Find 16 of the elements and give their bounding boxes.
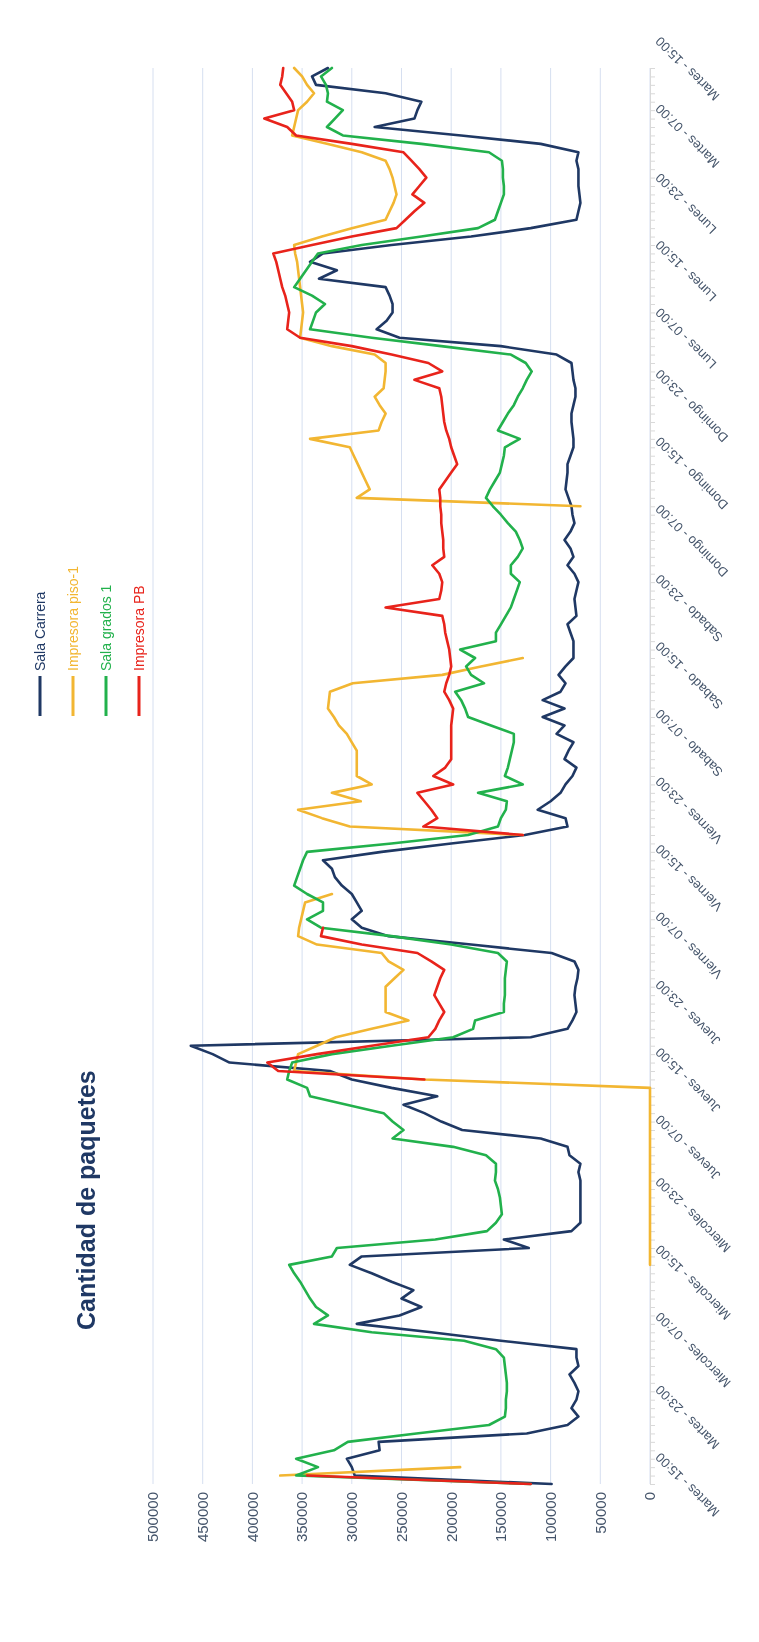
x-tick-label: 300000 (343, 1492, 361, 1543)
x-tick-label: 200000 (442, 1492, 460, 1543)
x-tick-label: 100000 (541, 1492, 559, 1543)
x-tick-label: 450000 (194, 1492, 211, 1543)
text: Sala grados 1 (98, 584, 114, 671)
x-tick-label: 350000 (293, 1492, 311, 1543)
text: Impresora piso-1 (65, 565, 81, 671)
x-tick-label: 400000 (243, 1492, 261, 1543)
x-tick-label: 500000 (144, 1492, 162, 1543)
x-tick-label: 250000 (392, 1492, 410, 1543)
x-tick-label: 0 (641, 1492, 659, 1501)
text: Sala Carrera (32, 591, 48, 671)
text: Cantidad de paquetes (72, 1070, 100, 1330)
x-tick-label: 150000 (492, 1492, 510, 1543)
text: Impresora PB (131, 585, 147, 671)
x-tick-label: 50000 (591, 1492, 609, 1534)
